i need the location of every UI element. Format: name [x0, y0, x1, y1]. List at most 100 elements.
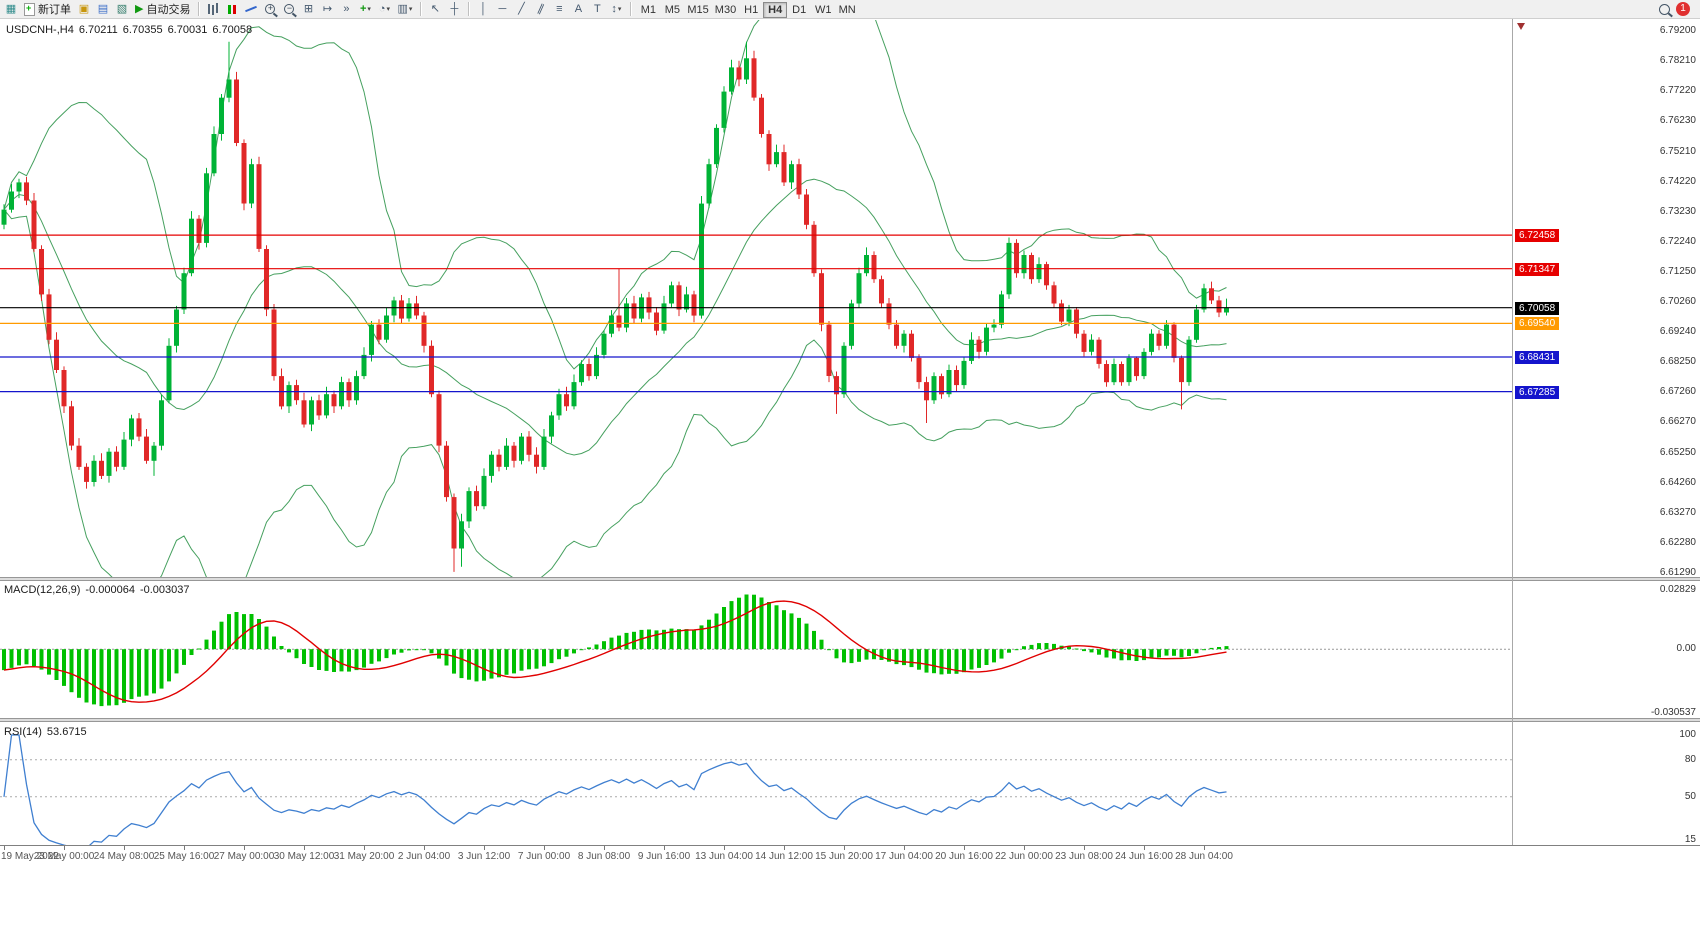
chart-shift-marker[interactable] — [1517, 23, 1525, 30]
timeframe-button-d1[interactable]: D1 — [787, 2, 811, 18]
price-line-badge: 6.67285 — [1515, 385, 1560, 399]
scale-label: 6.70260 — [1659, 295, 1696, 307]
horizontal-line-icon: ─ — [498, 3, 507, 15]
arrows-button[interactable]: ↕ ▾ — [607, 1, 625, 17]
text-label-button[interactable]: T — [588, 1, 606, 17]
macd-signal-value: -0.003037 — [139, 584, 190, 596]
trendline-button[interactable]: ╱ — [512, 1, 530, 17]
horizontal-lines[interactable] — [0, 234, 1512, 393]
zoom-in-button[interactable]: + — [261, 1, 279, 17]
scale-label: 0.00 — [1676, 643, 1696, 655]
time-label: 13 Jun 04:00 — [695, 851, 753, 862]
templates-button[interactable]: ▥ ▾ — [394, 1, 415, 17]
time-label: 23 Jun 08:00 — [1055, 851, 1113, 862]
scale-label: 6.66270 — [1659, 416, 1696, 428]
indicators-button[interactable]: + ▾ — [356, 1, 374, 17]
scale-label: 50 — [1684, 790, 1696, 802]
timeframe-button-m1[interactable]: M1 — [636, 2, 660, 18]
tile-windows-button[interactable]: ⊞ — [299, 1, 317, 17]
chart-window-icon: ▦ — [5, 3, 17, 15]
scale-label: 15 — [1684, 834, 1696, 845]
periods-clock-icon: ◔ — [378, 3, 386, 15]
autotrading-icon: ▶ — [135, 3, 144, 15]
timeframe-button-w1[interactable]: W1 — [811, 2, 835, 18]
timeframe-button-m30[interactable]: M30 — [712, 2, 739, 18]
horizontal-line-button[interactable]: ─ — [493, 1, 511, 17]
crosshair-button[interactable]: ┼ — [445, 1, 463, 17]
new-order-label: 新订单 — [38, 4, 71, 16]
channel-button[interactable]: ∥ — [531, 1, 549, 17]
chart-plot[interactable] — [0, 0, 1512, 862]
vertical-line-button[interactable]: │ — [474, 1, 492, 17]
timeframe-button-h1[interactable]: H1 — [739, 2, 763, 18]
timeframe-button-m5[interactable]: M5 — [660, 2, 684, 18]
time-label: 24 Jun 16:00 — [1115, 851, 1173, 862]
time-tick — [1144, 846, 1145, 850]
toolbar-separator — [198, 2, 200, 16]
notification-badge[interactable]: 1 — [1676, 2, 1690, 16]
equidistant-channel-icon: ∥ — [535, 2, 546, 16]
timeframe-button-mn[interactable]: MN — [835, 2, 859, 18]
candles-layer — [1, 41, 1229, 572]
text-button[interactable]: A — [569, 1, 587, 17]
data-window-button[interactable]: ▤ — [94, 1, 112, 17]
macd-name: MACD(12,26,9) — [4, 584, 81, 596]
indicators-plus-icon: + — [359, 3, 367, 15]
time-tick — [664, 846, 665, 850]
zoom-out-button[interactable]: − — [280, 1, 298, 17]
chart-title: USDCNH-,H4 6.70211 6.70355 6.70031 6.70058 — [6, 24, 257, 36]
main-toolbar: ▦ 新订单 ▣ ▤ ▧ ▶自动交易 + − ⊞ ↦ » +▾ ◔▾ ▥▾ ↖ ┼… — [0, 0, 1700, 19]
timeframe-button-h4[interactable]: H4 — [763, 2, 788, 18]
fibonacci-button[interactable]: ≡ — [550, 1, 568, 17]
auto-scroll-icon: ↦ — [322, 3, 333, 15]
auto-scroll-button[interactable]: ↦ — [318, 1, 336, 17]
time-scale[interactable]: 19 May 2022 23 May 00:00 24 May 08:00 25 Ma… — [0, 845, 1700, 866]
scale-label: 6.74220 — [1659, 175, 1696, 187]
bar-chart-button[interactable] — [204, 1, 222, 17]
time-label: 25 May 16:00 — [153, 851, 215, 862]
navigator-button[interactable]: ▧ — [113, 1, 131, 17]
chevron-down-icon: ▾ — [367, 6, 371, 13]
time-tick — [484, 846, 485, 850]
high-value: 6.70355 — [122, 24, 163, 36]
scale-label: 6.75210 — [1659, 145, 1696, 157]
time-label: 3 Jun 12:00 — [457, 851, 511, 862]
autotrading-button[interactable]: ▶ 自动交易 — [132, 1, 193, 17]
scale-label: 6.76230 — [1659, 114, 1696, 126]
price-line-badge: 6.72458 — [1515, 229, 1560, 243]
market-watch-button[interactable]: ▣ — [75, 1, 93, 17]
scale-label: 6.69240 — [1659, 326, 1696, 338]
rsi-name: RSI(14) — [4, 726, 42, 738]
text-label-icon: T — [594, 3, 601, 15]
close-value: 6.70058 — [212, 24, 253, 36]
time-tick — [784, 846, 785, 850]
toolbar-separator — [420, 2, 422, 16]
scale-label: 6.78210 — [1659, 55, 1696, 67]
price-line-badge: 6.69540 — [1515, 317, 1560, 331]
scale-label: 6.65250 — [1659, 447, 1696, 459]
line-chart-button[interactable] — [242, 1, 260, 17]
time-label: 2 Jun 04:00 — [397, 851, 451, 862]
panel-splitter-rsi[interactable] — [0, 718, 1700, 722]
new-order-button[interactable]: 新订单 — [21, 1, 74, 17]
search-button[interactable] — [1655, 1, 1673, 17]
open-value: 6.70211 — [78, 24, 118, 36]
time-label: 9 Jun 16:00 — [637, 851, 691, 862]
arrows-icon: ↕ — [611, 3, 617, 15]
data-window-icon: ▤ — [97, 3, 109, 15]
time-label: 15 Jun 20:00 — [815, 851, 873, 862]
price-axis-border — [1512, 18, 1513, 862]
chart-shift-button[interactable]: » — [337, 1, 355, 17]
price-scale[interactable]: 6.79200 6.78210 6.77220 6.76230 6.75210 6.742… — [1513, 0, 1700, 862]
cursor-button[interactable]: ↖ — [426, 1, 444, 17]
new-chart-button[interactable]: ▦ — [2, 1, 20, 17]
time-tick — [1204, 846, 1205, 850]
new-order-icon — [24, 2, 35, 16]
scale-label: 6.72240 — [1659, 235, 1696, 247]
candlestick-chart-button[interactable] — [223, 1, 241, 17]
periods-button[interactable]: ◔ ▾ — [375, 1, 393, 17]
timeframe-button-m15[interactable]: M15 — [684, 2, 711, 18]
scale-label: 6.63270 — [1659, 507, 1696, 519]
time-tick — [964, 846, 965, 850]
panel-splitter-macd[interactable] — [0, 577, 1700, 581]
